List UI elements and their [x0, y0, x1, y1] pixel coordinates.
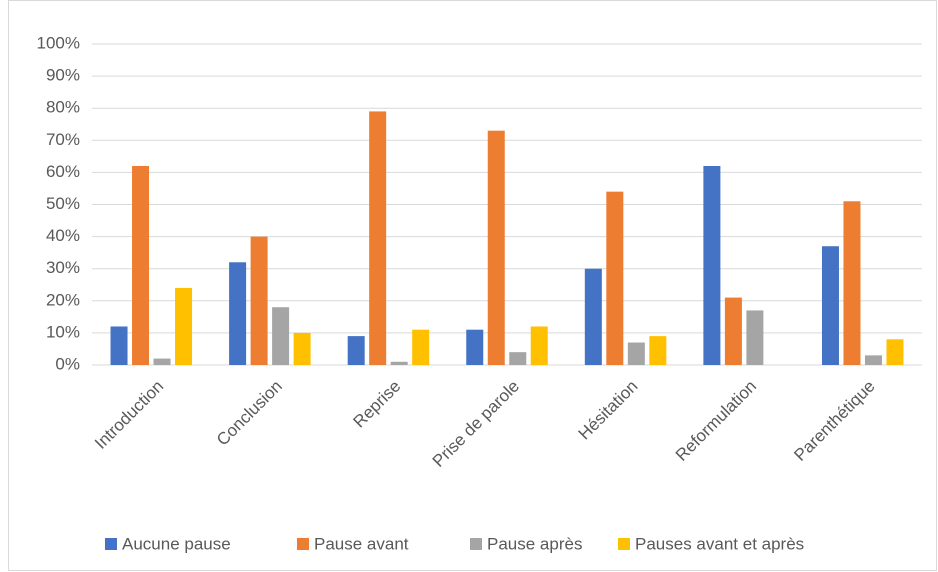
y-tick-label: 90% — [46, 66, 80, 85]
legend-swatch — [618, 538, 630, 550]
legend-label: Aucune pause — [122, 534, 231, 553]
legend-label: Pause après — [487, 534, 582, 553]
y-tick-label: 10% — [46, 322, 80, 341]
bar — [649, 336, 667, 365]
legend-label: Pauses avant et après — [635, 534, 804, 553]
bar — [724, 297, 742, 365]
y-tick-label: 20% — [46, 290, 80, 309]
bar — [390, 361, 408, 365]
bar — [606, 191, 624, 365]
bar — [627, 342, 645, 365]
legend-swatch — [105, 538, 117, 550]
y-tick-label: 50% — [46, 194, 80, 213]
bar — [175, 287, 193, 365]
bar — [487, 130, 505, 365]
y-tick-label: 100% — [37, 33, 80, 52]
bar — [293, 332, 311, 365]
bar — [886, 339, 904, 365]
y-tick-label: 30% — [46, 258, 80, 277]
legend-swatch — [470, 538, 482, 550]
bar — [864, 355, 882, 365]
bar — [250, 236, 268, 365]
legend-label: Pause avant — [314, 534, 409, 553]
bar — [412, 329, 430, 365]
bar — [530, 326, 548, 365]
legend-swatch — [297, 538, 309, 550]
bar — [703, 165, 721, 365]
y-tick-label: 70% — [46, 130, 80, 149]
chart-border — [8, 0, 937, 571]
bar — [584, 268, 602, 365]
y-tick-label: 80% — [46, 98, 80, 117]
bar — [843, 201, 861, 365]
bar — [132, 165, 150, 365]
bar — [746, 310, 764, 365]
bar — [347, 336, 365, 365]
bar — [110, 326, 128, 365]
y-tick-label: 0% — [55, 354, 80, 373]
y-tick-label: 40% — [46, 226, 80, 245]
bar — [509, 352, 527, 365]
y-tick-label: 60% — [46, 162, 80, 181]
bar — [466, 329, 484, 365]
bar — [229, 262, 247, 365]
bar — [153, 358, 171, 365]
bar — [272, 307, 290, 365]
bar — [369, 111, 387, 365]
bar — [821, 246, 839, 365]
